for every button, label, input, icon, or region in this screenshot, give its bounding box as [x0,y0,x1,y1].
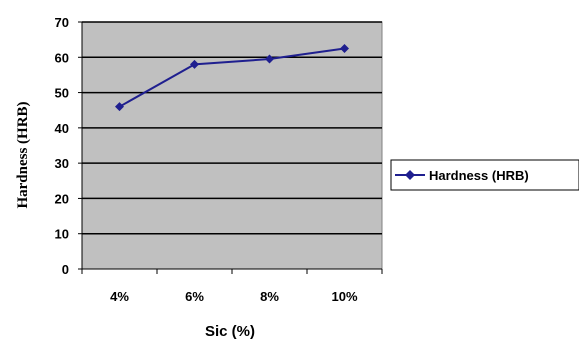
data-point-marker [340,43,349,53]
x-tick-label: 4% [110,289,129,304]
x-tick-label: 10% [331,289,357,304]
y-axis-title: Hardness (HRB) [15,101,31,208]
y-tick-label: 50 [55,86,69,101]
y-tick-label: 0 [62,262,69,277]
series-line [119,47,345,108]
legend-label: Hardness (HRB) [429,168,529,183]
legend-marker [405,170,415,180]
y-tick-label: 70 [55,15,69,30]
x-tick-label: 8% [260,289,279,304]
y-tick-label: 10 [55,227,69,242]
x-tick-labels: 4% 6% 8% 10% [110,289,358,304]
axes [78,21,383,274]
legend: Hardness (HRB) [390,159,579,191]
gridlines [82,21,382,235]
y-tick-label: 60 [55,50,69,65]
y-tick-label: 30 [55,156,69,171]
x-axis-title: Sic (%) [205,323,255,340]
series-group [115,43,349,112]
y-tick-labels: 0 10 20 30 40 50 60 70 [55,15,69,277]
x-tick-label: 6% [185,289,204,304]
y-tick-label: 40 [55,121,69,136]
y-tick-label: 20 [55,191,69,206]
data-point-marker [190,59,199,69]
plot-area [81,21,383,270]
data-point-marker [265,54,274,64]
data-point-marker [115,102,124,112]
